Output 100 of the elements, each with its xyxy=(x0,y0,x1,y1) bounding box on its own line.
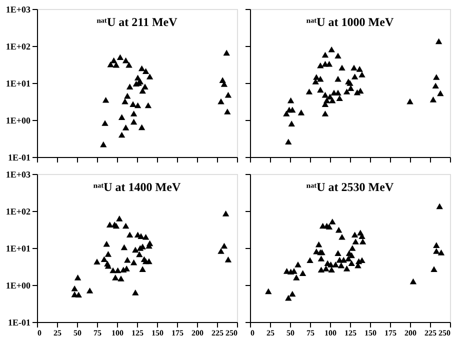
x-tick-label: 175 xyxy=(384,328,396,338)
x-tick-label: 75 xyxy=(306,328,314,338)
point xyxy=(328,46,335,52)
point xyxy=(345,256,352,262)
x-tick-label: 0 xyxy=(250,328,254,338)
point xyxy=(139,88,146,94)
point xyxy=(317,76,324,82)
point xyxy=(348,260,355,266)
point xyxy=(132,246,139,253)
x-tick-label: 25 xyxy=(266,328,274,338)
point xyxy=(336,95,343,102)
point xyxy=(318,266,325,273)
point xyxy=(116,216,123,222)
y-tick-label: 1E+03 xyxy=(6,170,31,180)
point xyxy=(126,232,134,238)
point xyxy=(435,38,442,44)
text: ⁿᵃᵗU at 2530 MeV xyxy=(306,180,394,194)
point xyxy=(102,120,108,126)
point xyxy=(75,292,82,298)
point xyxy=(294,262,302,268)
point xyxy=(299,270,306,276)
x-tick-label: 150 xyxy=(152,328,164,338)
text: ⁿᵃᵗU at 1000 MeV xyxy=(306,15,394,29)
point xyxy=(118,132,126,138)
point xyxy=(326,224,333,230)
x-tick-label: 200 xyxy=(192,328,204,338)
x-tick-label: 250 xyxy=(438,328,450,338)
point xyxy=(322,52,329,58)
point xyxy=(318,256,325,262)
point xyxy=(332,262,339,268)
point xyxy=(327,262,334,268)
point xyxy=(433,248,440,254)
point xyxy=(322,266,330,272)
point xyxy=(146,240,154,246)
point xyxy=(350,64,358,71)
point xyxy=(338,262,345,268)
y-tick-label: 1E+00 xyxy=(6,280,31,290)
point xyxy=(100,256,108,262)
point xyxy=(338,64,346,71)
point xyxy=(328,266,335,273)
point xyxy=(289,290,296,297)
point xyxy=(107,61,114,68)
point xyxy=(322,110,329,116)
x-tick-label: 125 xyxy=(132,328,144,338)
point xyxy=(223,50,230,56)
point xyxy=(317,62,324,68)
point xyxy=(130,118,138,125)
x-tick-label: 50 xyxy=(74,328,82,338)
point xyxy=(348,252,355,258)
point xyxy=(100,141,107,148)
point xyxy=(120,244,128,250)
point xyxy=(146,74,154,80)
point xyxy=(138,124,146,130)
point xyxy=(343,88,350,94)
point xyxy=(102,96,110,103)
point xyxy=(351,232,358,238)
point xyxy=(322,92,329,98)
point xyxy=(132,290,139,296)
point xyxy=(438,250,445,256)
point xyxy=(334,76,342,82)
point xyxy=(122,222,130,229)
point xyxy=(334,250,342,256)
y-tick-label: 1E+00 xyxy=(6,116,31,126)
point xyxy=(406,98,414,104)
point xyxy=(112,274,119,280)
point xyxy=(357,88,364,94)
point xyxy=(142,234,150,240)
point xyxy=(298,110,305,116)
point xyxy=(285,138,292,145)
point xyxy=(142,84,148,90)
point xyxy=(114,267,122,274)
point xyxy=(218,248,224,254)
point xyxy=(359,238,366,244)
point xyxy=(104,251,112,257)
point xyxy=(118,276,124,282)
x-tick-label: 0 xyxy=(38,328,42,338)
point xyxy=(138,65,146,72)
point xyxy=(430,266,438,272)
point xyxy=(118,114,126,120)
point xyxy=(436,203,443,210)
point xyxy=(343,266,350,272)
point xyxy=(293,274,300,280)
point xyxy=(306,88,313,94)
point xyxy=(356,66,363,72)
point xyxy=(335,226,342,233)
point xyxy=(265,288,272,294)
point xyxy=(433,74,440,80)
point xyxy=(142,68,150,74)
y-tick-label: 1E+02 xyxy=(6,206,31,216)
y-tick-label: 1E+02 xyxy=(6,42,31,52)
point xyxy=(222,210,230,216)
point xyxy=(130,259,138,266)
point xyxy=(283,110,290,116)
point xyxy=(122,124,130,130)
point xyxy=(110,57,118,64)
text: ⁿᵃᵗU at 1400 MeV xyxy=(93,180,181,194)
point xyxy=(103,240,110,247)
point xyxy=(410,278,417,284)
x-tick-label: 100 xyxy=(112,328,124,338)
point xyxy=(74,274,82,280)
